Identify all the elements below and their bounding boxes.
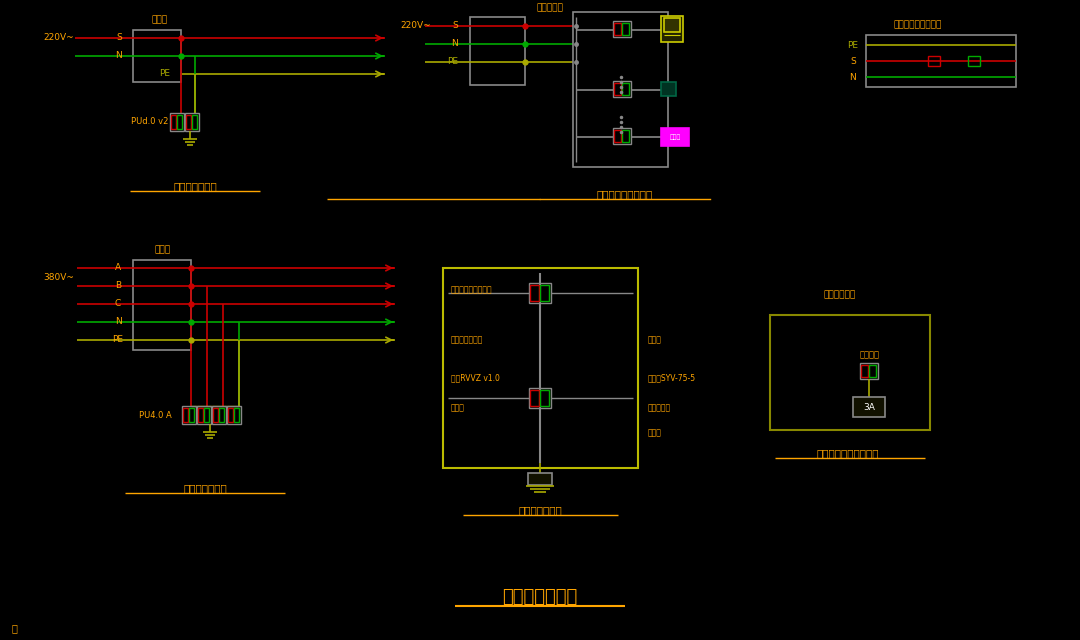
Bar — [530, 390, 539, 406]
Bar — [443, 268, 638, 468]
Text: 室外不间断电源: 室外不间断电源 — [451, 335, 484, 344]
Text: 插座电源箱: 插座电源箱 — [537, 3, 564, 13]
Bar — [192, 115, 197, 129]
Bar — [928, 56, 940, 66]
Bar — [615, 130, 621, 142]
Text: 变配电: 变配电 — [154, 246, 171, 255]
Text: 服务器: 服务器 — [670, 134, 680, 140]
Bar — [661, 128, 689, 146]
Bar — [664, 18, 680, 32]
Text: 光缆桥: 光缆桥 — [648, 335, 662, 344]
Bar — [185, 113, 199, 131]
Bar — [183, 408, 188, 422]
Text: 防雷接地系统图: 防雷接地系统图 — [502, 588, 578, 606]
Text: PE: PE — [447, 58, 459, 67]
Bar — [869, 365, 876, 377]
Bar — [470, 17, 525, 85]
Text: 单相防雷接线图: 单相防雷接线图 — [173, 181, 217, 191]
Text: 配电箱: 配电箱 — [152, 15, 168, 24]
Text: 三相防雷接线图: 三相防雷接线图 — [184, 483, 227, 493]
Text: 插座系统接线示意图: 插座系统接线示意图 — [894, 20, 942, 29]
Bar — [529, 388, 551, 408]
Bar — [613, 128, 631, 144]
Bar — [860, 363, 878, 379]
Text: S: S — [453, 22, 458, 31]
Bar — [661, 16, 683, 42]
Text: 电源箱: 电源箱 — [451, 403, 464, 413]
Text: N: N — [451, 40, 458, 49]
Bar — [228, 408, 233, 422]
Text: PU4.0 A: PU4.0 A — [138, 410, 172, 419]
Text: PE: PE — [848, 40, 859, 49]
Text: 弱化插座系统连接图: 弱化插座系统连接图 — [597, 189, 653, 199]
Bar — [866, 35, 1016, 87]
Bar — [613, 81, 631, 97]
Text: PE: PE — [112, 335, 123, 344]
Bar — [198, 408, 203, 422]
Bar — [861, 365, 868, 377]
Text: 弱电机房连接图: 弱电机房连接图 — [518, 505, 562, 515]
Bar — [133, 260, 191, 350]
Bar — [853, 397, 885, 417]
Text: A: A — [114, 264, 121, 273]
Text: S: S — [117, 33, 122, 42]
Bar — [227, 406, 241, 424]
Text: 电缆RVVZ v1.0: 电缆RVVZ v1.0 — [451, 374, 500, 383]
Text: B: B — [114, 282, 121, 291]
Bar — [529, 283, 551, 303]
Bar — [186, 115, 191, 129]
Bar — [968, 56, 980, 66]
Text: 注: 注 — [12, 623, 18, 633]
Bar — [170, 113, 184, 131]
Text: 室外有线广播: 室外有线广播 — [824, 291, 856, 300]
Bar — [528, 473, 552, 485]
Bar — [183, 406, 195, 424]
Bar — [540, 285, 549, 301]
Text: 3A: 3A — [863, 403, 875, 412]
Text: 智广播电话系统连接图: 智广播电话系统连接图 — [816, 448, 879, 458]
Text: 电缆桥SYV-75-5: 电缆桥SYV-75-5 — [648, 374, 697, 383]
Bar — [615, 83, 621, 95]
Bar — [540, 390, 549, 406]
Text: C: C — [114, 300, 121, 308]
Text: 室内不间断电源装置: 室内不间断电源装置 — [451, 285, 492, 294]
Bar — [530, 285, 539, 301]
Bar — [171, 115, 176, 129]
Bar — [197, 406, 211, 424]
Bar — [212, 406, 226, 424]
Bar — [204, 408, 210, 422]
Text: 220V~: 220V~ — [43, 33, 73, 42]
Bar — [234, 408, 239, 422]
Bar — [177, 115, 183, 129]
Text: 弱电桥: 弱电桥 — [648, 429, 662, 438]
Bar — [770, 315, 930, 430]
Bar — [615, 23, 621, 35]
Bar — [613, 21, 631, 37]
Bar — [189, 408, 194, 422]
Bar — [133, 30, 181, 82]
Text: 220V~: 220V~ — [400, 22, 431, 31]
Bar — [622, 83, 629, 95]
Text: S: S — [850, 56, 855, 65]
Text: 电源装置: 电源装置 — [860, 351, 880, 360]
Text: 380V~: 380V~ — [43, 273, 73, 282]
Bar — [661, 82, 676, 96]
Text: PUd.0 v2: PUd.0 v2 — [132, 118, 168, 127]
Bar — [213, 408, 218, 422]
Text: 桥架组桥架: 桥架组桥架 — [648, 403, 671, 413]
Text: PE: PE — [160, 70, 171, 79]
Text: N: N — [850, 72, 856, 81]
Bar — [219, 408, 224, 422]
Bar — [622, 130, 629, 142]
Bar — [573, 12, 669, 167]
Bar — [622, 23, 629, 35]
Text: N: N — [116, 51, 122, 61]
Text: N: N — [114, 317, 121, 326]
